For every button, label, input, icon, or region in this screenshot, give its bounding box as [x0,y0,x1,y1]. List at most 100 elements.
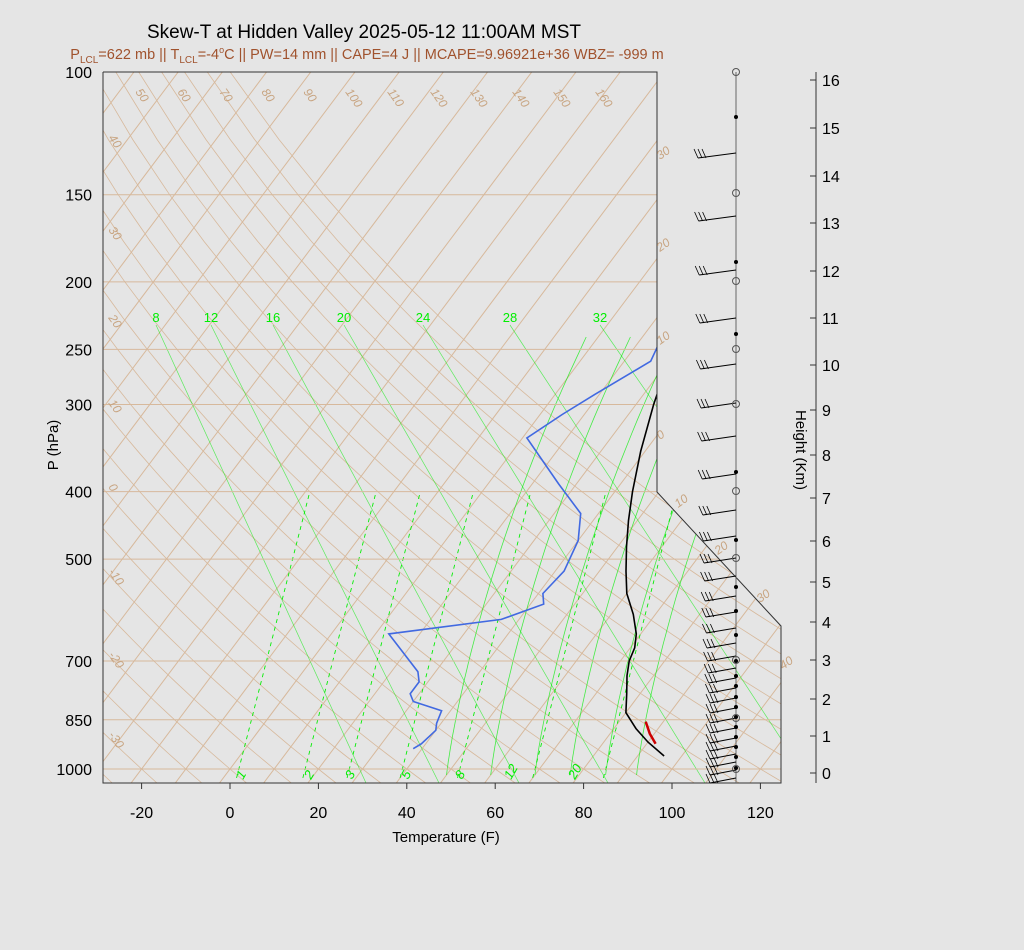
isotherm-label: 160 [593,86,616,111]
x-tick-label: 120 [747,805,774,822]
isotherm-label: 0 [106,481,121,495]
height-tick-label: 15 [822,121,840,138]
parcel-profile-line [644,721,657,745]
isotherm-label: 70 [217,86,236,105]
wind-barb [702,509,737,516]
dry-adiabat-line [103,72,696,783]
isotherm-label: 40 [777,653,796,672]
subtitle-tlcl-sub: LCL [179,55,198,66]
isotherm-line [103,72,633,783]
isotherm-label: 90 [301,86,320,105]
mixing-ratio-label: 1 [233,768,250,782]
chart-subtitle: PLCL=622 mb || TLCL=-4oC || PW=14 mm || … [70,45,663,66]
isotherm-line [103,72,323,783]
wind-barb-flag [701,431,706,442]
dry-adiabat-line [103,72,383,783]
isotherm-label: -20 [106,649,128,672]
height-tick-label: 7 [822,491,831,508]
mixing-ratio-line [532,491,607,779]
wind-barb-flag [712,673,718,684]
wind-barb-flag [707,553,713,564]
dry-adiabat-line [103,72,781,783]
wind-barb-flag [709,757,715,768]
wind-barb [697,152,737,159]
isotherm-line [103,72,456,783]
mixing-ratio-line [302,491,377,779]
wind-barb [701,435,737,442]
dry-adiabat-line [103,72,517,783]
wind-barb-flag [713,773,719,784]
wind-barb-flag [710,638,716,649]
saturated-line [155,324,367,783]
height-marker-dot [734,585,738,589]
subtitle-plcl-sub: LCL [80,55,99,66]
wind-barb [700,363,737,370]
isotherm-label: 20 [653,235,673,255]
wind-barb-flag [709,713,715,724]
y-tick-label: 150 [65,188,92,205]
height-tick-label: 4 [822,615,831,632]
height-marker-dot [734,470,738,474]
isotherm-label: 0 [654,427,668,442]
wind-barb-flag [709,703,715,714]
wind-barb-flag [705,703,711,714]
height-marker-ring [732,345,740,353]
isotherm-line [616,72,781,783]
wind-barb-flag [702,505,708,516]
isotherm-label: 10 [106,397,125,416]
x-axis-title: Temperature (F) [392,829,500,846]
wind-barb-flag [708,591,714,602]
wind-barb-flag [709,723,715,734]
wind-barb [709,717,737,724]
x-tick-label: 0 [226,805,235,822]
wind-barb-flag [703,651,708,662]
wind-barb [699,317,737,324]
height-marker-dot [734,755,738,759]
wind-barb-flag [697,431,702,442]
wind-barb-flag [702,623,707,634]
dry-adiabat-line [103,72,159,783]
wind-barb-flag [704,571,709,582]
dry-adiabat-line [103,72,781,783]
wind-barb-flag [699,313,705,324]
wind-barb-flag [696,398,702,409]
dry-adiabat-line [138,72,781,783]
wind-barb-flag [702,638,708,649]
isotherm-line [439,72,781,783]
isotherm-label: 80 [259,86,278,105]
height-marker-dot [734,609,738,613]
height-tick-label: 3 [822,653,831,670]
y-tick-label: 500 [65,552,92,569]
height-tick-label: 6 [822,534,831,551]
dry-adiabat-line [103,72,428,783]
moist-adiabat-line [446,336,587,776]
wind-barb-flag [713,713,719,724]
plot-frame [102,71,782,784]
wind-barb [708,677,737,684]
temperature-profile-line [625,72,781,757]
isotherm-line [748,72,781,783]
subtitle-plcl-value: =622 mb || T [98,47,179,63]
wind-barb-flag [713,757,719,768]
isotherm-label: 140 [510,86,533,111]
y-tick-label: 250 [65,342,92,359]
height-tick-label: 14 [822,169,840,186]
height-marker-dot [734,745,738,749]
wind-barb-flag [713,765,719,776]
isotherm-line [103,72,279,783]
wind-barb-flag [695,313,701,324]
wind-barb-flag [705,757,711,768]
dry-adiabat-line [103,72,248,783]
mixing-ratio-label: 16 [266,310,280,325]
height-marker-ring [732,554,740,562]
isotherm-line [103,72,235,783]
isotherm-label: 150 [551,86,574,111]
wind-barb-flag [699,553,705,564]
wind-barb-flag [709,607,715,618]
dry-adiabat-line [103,72,562,783]
isotherm-label: 30 [754,586,773,605]
wind-barb-flag [701,469,707,480]
wind-barb-flag [698,265,704,276]
wind-barb-flag [698,211,703,222]
dry-adiabat-line [103,72,472,783]
